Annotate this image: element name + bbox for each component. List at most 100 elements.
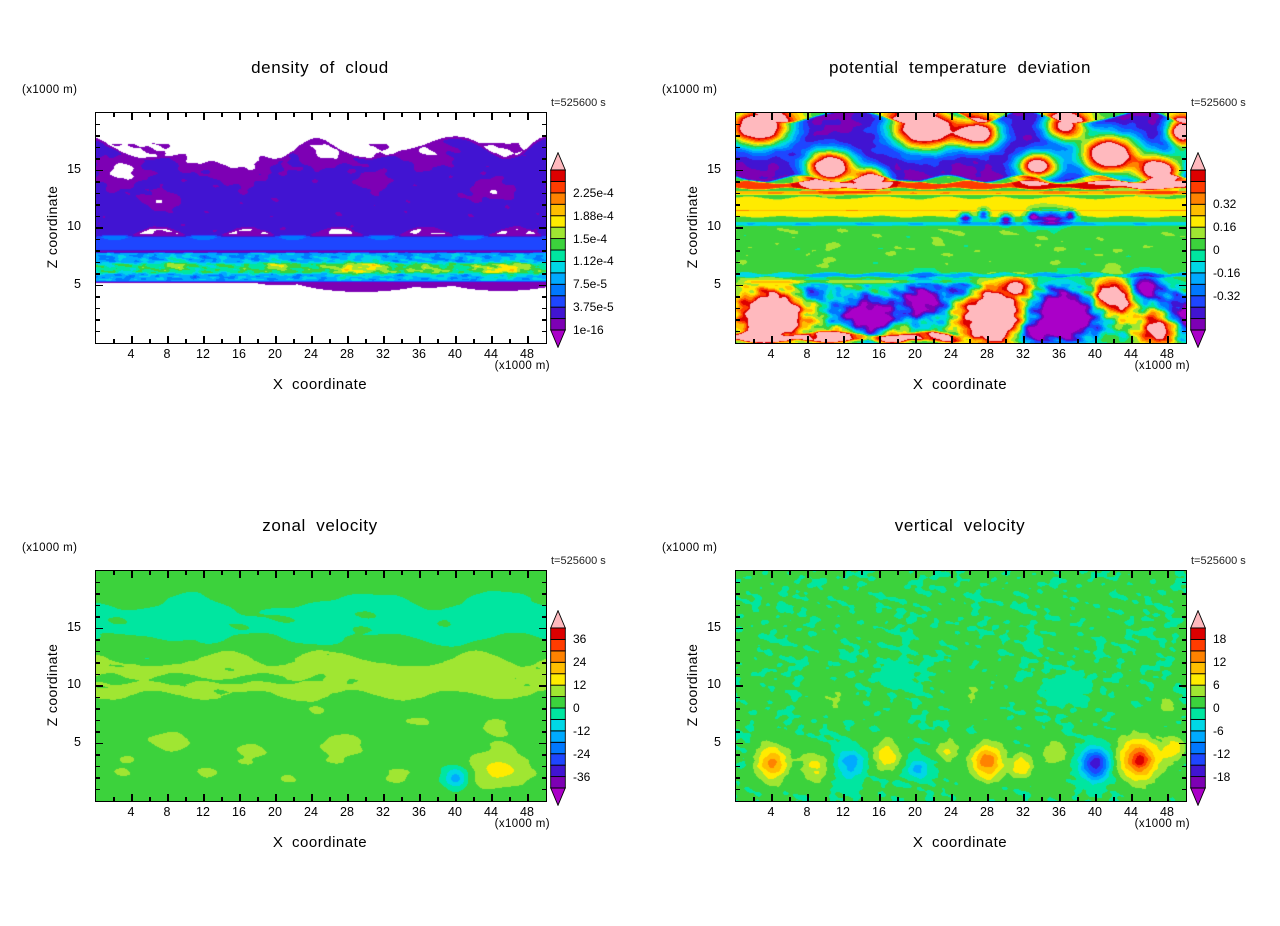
- x-tick-label: 24: [944, 347, 958, 361]
- colorbar-tick-label: 6: [1213, 678, 1220, 693]
- colorbar-tick-label: -0.32: [1213, 288, 1241, 303]
- colorbar-tick-label: -12: [573, 723, 591, 738]
- x-tick-label: 12: [196, 347, 210, 361]
- y-tick-label: 15: [67, 619, 81, 634]
- colorbar-tick-label: 0: [1213, 701, 1220, 715]
- colorbar-tick-label: -18: [1213, 769, 1231, 784]
- x-tick-label: 16: [872, 347, 886, 361]
- colorbar-tick-label: 12: [573, 678, 587, 693]
- y-axis-unit-label: (x1000 m): [22, 84, 78, 96]
- x-tick-label: 28: [980, 805, 994, 819]
- x-tick-label: 8: [803, 347, 811, 361]
- x-tick-label: 44: [484, 347, 498, 361]
- y-axis-unit-label: (x1000 m): [662, 542, 718, 554]
- colorbar-tick-label: 0.16: [1213, 220, 1237, 235]
- colorbar: [550, 151, 566, 349]
- x-tick-label: 40: [448, 347, 462, 361]
- y-tick-label: 5: [714, 734, 721, 749]
- x-axis-title: X coordinate: [272, 376, 368, 393]
- y-tick-label: 10: [707, 219, 721, 233]
- panel-title: density of cloud: [251, 58, 389, 77]
- y-tick-labels: 5 10 15: [680, 570, 728, 800]
- panel-title: zonal velocity: [262, 516, 378, 535]
- x-tick-label: 48: [1160, 347, 1174, 361]
- x-tick-label: 20: [908, 347, 922, 361]
- colorbar-tick-label: 12: [1213, 655, 1227, 670]
- plot-area: [95, 570, 547, 802]
- colorbar-tick-label: 1.5e-4: [573, 231, 608, 246]
- contour-field-canvas: [96, 113, 546, 343]
- colorbar-gradient: [1190, 609, 1206, 807]
- colorbar-tick-label: 18: [1213, 632, 1227, 647]
- timestamp-label: t=525600 s: [1191, 555, 1246, 567]
- panel-title: potential temperature deviation: [828, 58, 1092, 77]
- x-tick-label: 4: [767, 805, 775, 819]
- colorbar-tick-label: 0: [573, 701, 580, 715]
- x-tick-label: 24: [304, 347, 318, 361]
- x-tick-label: 12: [196, 805, 210, 819]
- x-tick-label: 28: [340, 805, 354, 819]
- x-tick-label: 20: [908, 805, 922, 819]
- colorbar-tick-label: -24: [573, 746, 591, 761]
- x-tick-label: 48: [520, 805, 534, 819]
- x-tick-label: 12: [836, 805, 850, 819]
- x-tick-label: 48: [1160, 805, 1174, 819]
- x-tick-label: 28: [340, 347, 354, 361]
- colorbar: [550, 609, 566, 807]
- x-tick-label: 36: [1052, 805, 1066, 819]
- panel-title: vertical velocity: [894, 516, 1026, 535]
- x-tick-label: 4: [767, 347, 775, 361]
- x-tick-label: 40: [1088, 805, 1102, 819]
- colorbar-tick-label: 3.75e-5: [573, 300, 614, 315]
- plot-area: [95, 112, 547, 344]
- colorbar-tick-label: 24: [573, 655, 587, 670]
- x-tick-label: 16: [232, 805, 246, 819]
- colorbar: [1190, 151, 1206, 349]
- contour-field-canvas: [736, 113, 1186, 343]
- x-tick-label: 40: [448, 805, 462, 819]
- colorbar-tick-label: -12: [1213, 746, 1231, 761]
- x-tick-label: 44: [1124, 347, 1138, 361]
- x-tick-label: 16: [232, 347, 246, 361]
- colorbar-tick-label: -6: [1213, 723, 1224, 738]
- x-axis-unit-label: (x1000 m): [494, 360, 550, 372]
- y-tick-label: 15: [707, 161, 721, 176]
- y-axis-unit-label: (x1000 m): [662, 84, 718, 96]
- colorbar: [1190, 609, 1206, 807]
- colorbar-gradient: [550, 609, 566, 807]
- y-tick-label: 10: [67, 219, 81, 233]
- x-tick-label: 28: [980, 347, 994, 361]
- x-tick-label: 4: [127, 347, 135, 361]
- y-tick-label: 5: [714, 276, 721, 291]
- x-tick-label: 44: [484, 805, 498, 819]
- plot-area: [735, 570, 1187, 802]
- x-axis-title: X coordinate: [272, 834, 368, 851]
- colorbar-tick-label: 1.12e-4: [573, 254, 614, 269]
- y-tick-label: 15: [67, 161, 81, 176]
- x-axis-title: X coordinate: [912, 376, 1008, 393]
- x-tick-label: 32: [376, 347, 390, 361]
- colorbar-tick-label: 36: [573, 632, 587, 647]
- x-tick-label: 40: [1088, 347, 1102, 361]
- x-tick-label: 36: [1052, 347, 1066, 361]
- colorbar-tick-labels: 36 24 12 0 -12 -24 -36: [573, 628, 635, 789]
- x-tick-label: 12: [836, 347, 850, 361]
- colorbar-tick-label: 1e-16: [573, 323, 604, 337]
- x-tick-label: 8: [163, 347, 171, 361]
- panel-zonal-velocity: zonal velocity (x1000 m) t=525600 s Z co…: [0, 458, 640, 916]
- colorbar-tick-label: -36: [573, 769, 591, 784]
- y-axis-unit-label: (x1000 m): [22, 542, 78, 554]
- y-tick-labels: 5 10 15: [40, 112, 88, 342]
- y-tick-label: 15: [707, 619, 721, 634]
- x-tick-label: 16: [872, 805, 886, 819]
- x-tick-labels: 4 8 12 16 20 24 28 32 36 40 44 48: [735, 347, 1185, 362]
- timestamp-label: t=525600 s: [551, 555, 606, 567]
- x-axis-unit-label: (x1000 m): [1134, 360, 1190, 372]
- colorbar-tick-label: 2.25e-4: [573, 185, 614, 200]
- x-tick-labels: 4 8 12 16 20 24 28 32 36 40 44 48: [95, 805, 545, 820]
- colorbar-tick-label: -0.16: [1213, 265, 1241, 280]
- x-axis-unit-label: (x1000 m): [1134, 818, 1190, 830]
- x-tick-label: 36: [412, 805, 426, 819]
- panel-potential-temperature-deviation: potential temperature deviation (x1000 m…: [640, 0, 1280, 458]
- x-tick-label: 32: [1016, 805, 1030, 819]
